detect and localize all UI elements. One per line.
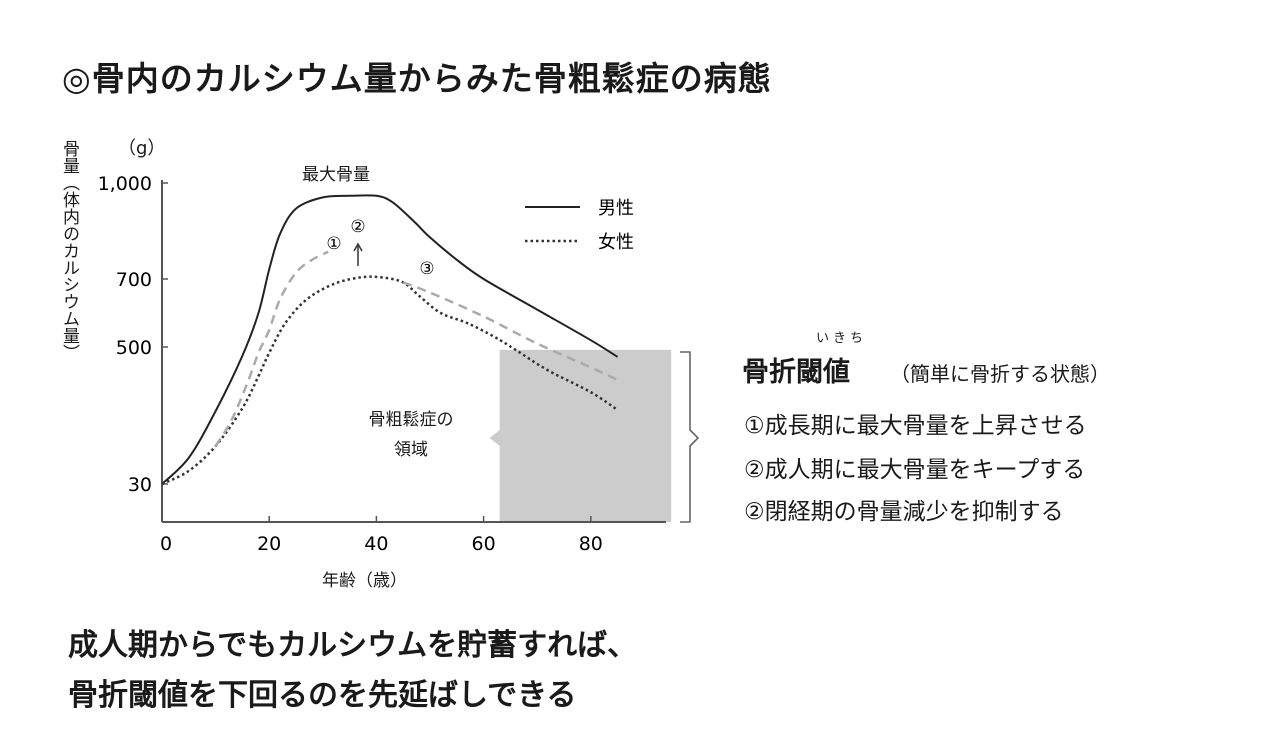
region-label-line2: 領域 [394, 440, 428, 460]
conclusion-line-2: 骨折閾値を下回るのを先延ばしできる [68, 678, 577, 713]
legend-label-male: 男性 [598, 198, 634, 219]
osteoporosis-region-label: 骨粗鬆症の 領域 [356, 405, 466, 465]
x-tick-label: 80 [579, 533, 603, 555]
tip-item: ②成人期に最大骨量をキープする [744, 457, 1086, 483]
y-axis-label: 骨量（体内のカルシウム量） [59, 140, 79, 361]
y-tick-label: 30 [128, 474, 152, 496]
threshold-subtitle: （簡単に骨折する状態） [890, 362, 1110, 386]
marker-1: ① [326, 234, 341, 254]
series-line-male [161, 194, 619, 485]
peak-bone-mass-label: 最大骨量 [302, 165, 370, 185]
marker-3: ③ [419, 259, 434, 279]
tip-item: ②閉経期の骨量減少を抑制する [744, 499, 1064, 525]
series-line-improved-2 [214, 250, 329, 447]
x-tick-label: 60 [472, 533, 496, 555]
up-arrow-icon [353, 242, 363, 266]
region-label-line1: 骨粗鬆症の [368, 410, 454, 430]
x-tick-label: 20 [257, 533, 281, 555]
x-tick-label: 40 [364, 533, 388, 555]
threshold-ruby: いきち [816, 331, 868, 346]
series-line-female [161, 275, 619, 486]
conclusion-line-1: 成人期からでもカルシウムを貯蓄すれば、 [68, 628, 638, 663]
osteoporosis-region [489, 349, 672, 522]
y-tick-label: 700 [116, 269, 152, 291]
y-tick-label: 500 [116, 337, 152, 359]
threshold-title: 骨折閾値 [742, 357, 850, 388]
y-tick-label: 1,000 [98, 173, 152, 195]
x-axis-label: 年齢（歳） [322, 571, 407, 591]
page-title: ◎骨内のカルシウム量からみた骨粗鬆症の病態 [62, 59, 772, 98]
legend-label-female: 女性 [598, 232, 634, 253]
x-tick-label: 0 [160, 533, 172, 555]
tip-item: ①成長期に最大骨量を上昇させる [744, 413, 1087, 439]
y-axis-unit: （g） [118, 138, 166, 159]
right-brace [680, 351, 700, 523]
marker-2: ② [350, 217, 365, 237]
